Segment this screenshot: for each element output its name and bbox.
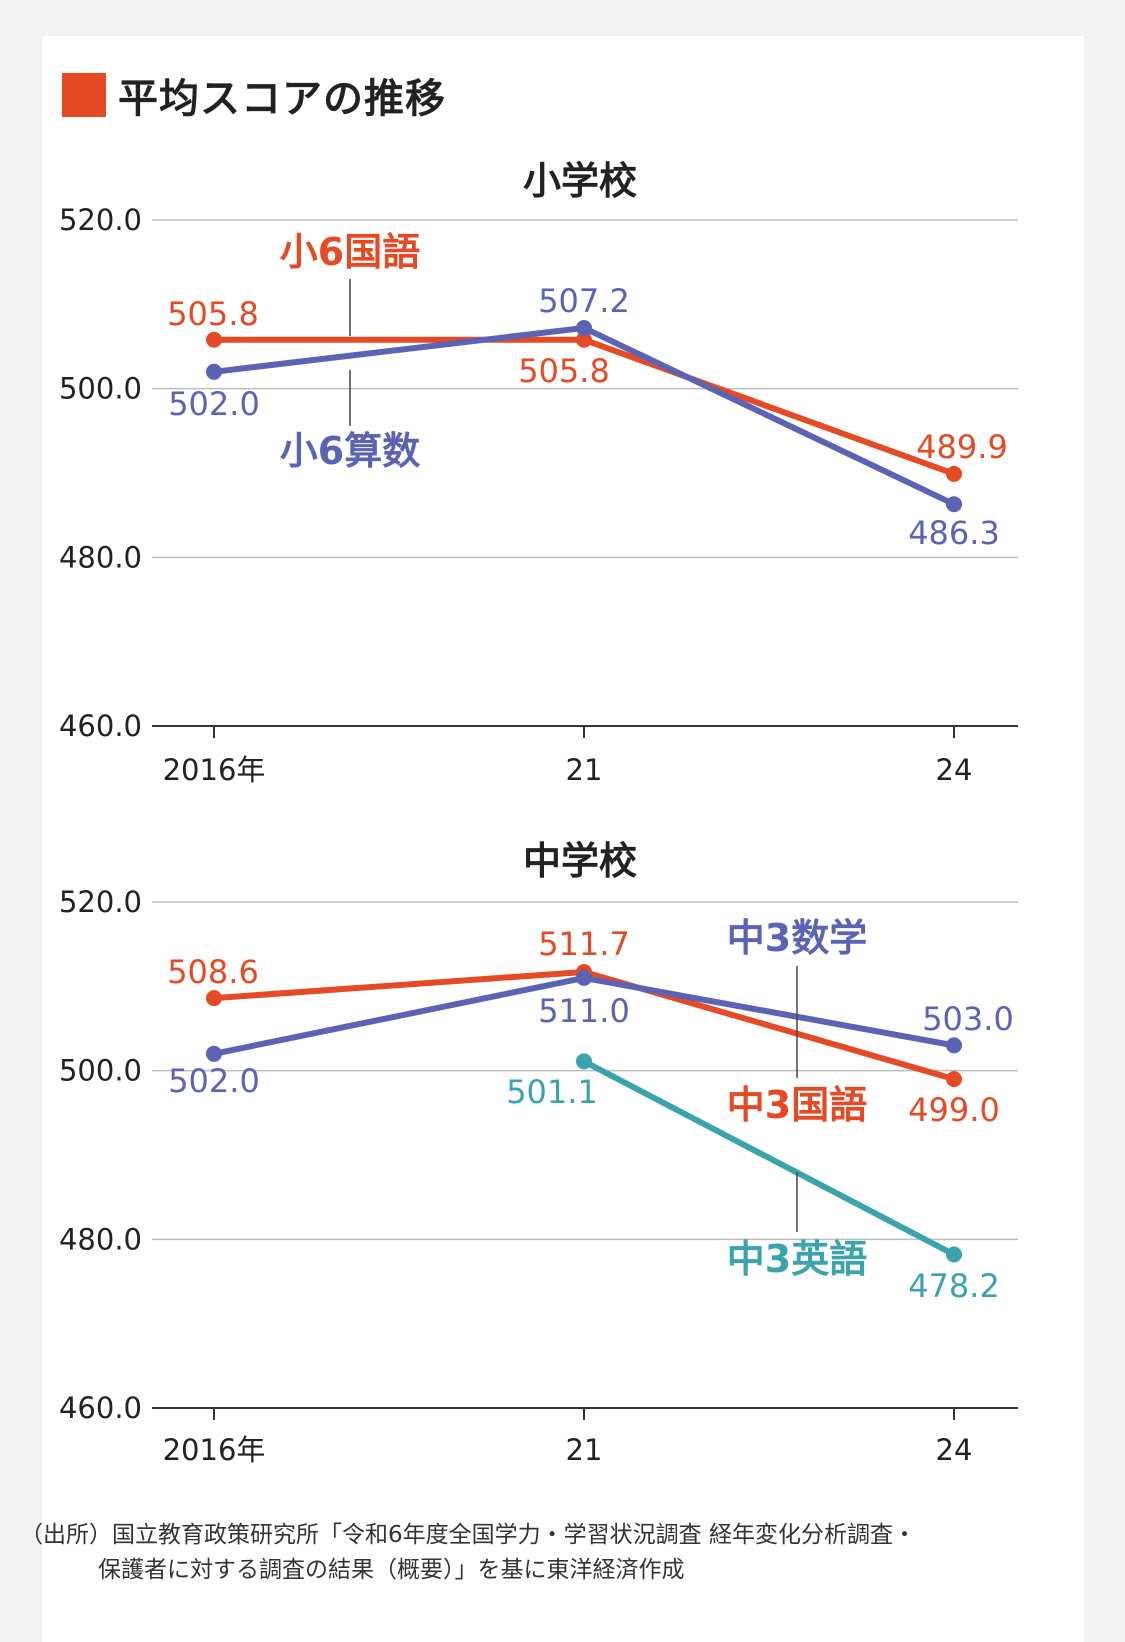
data-point-1-0-2 <box>946 1071 962 1088</box>
data-label-1-2-2: 478.2 <box>908 1267 1000 1305</box>
data-label-1-2-1: 501.1 <box>506 1073 598 1111</box>
data-label-1-1-2: 503.0 <box>922 1000 1014 1038</box>
y-tick-label-0-2: 480.0 <box>59 540 142 574</box>
data-label-0-1-2: 486.3 <box>908 514 1000 552</box>
source-line-2: 保護者に対する調査の結果（概要）」を基に東洋経済作成 <box>98 1557 685 1583</box>
data-label-1-0-0: 508.6 <box>167 953 259 991</box>
series-name-label-1-2: 中3英語 <box>727 1237 867 1281</box>
series-name-label-0-0: 小6国語 <box>280 230 420 274</box>
data-label-1-1-1: 511.0 <box>538 992 630 1030</box>
data-label-1-1-0: 502.0 <box>168 1062 260 1100</box>
data-point-0-1-2 <box>946 496 962 513</box>
y-tick-label-0-1: 500.0 <box>59 372 142 406</box>
source-note: （出所）国立教育政策研究所「令和6年度全国学力・学習状況調査 経年変化分析調査・… <box>20 1518 916 1588</box>
y-tick-label-1-2: 480.0 <box>59 1222 142 1256</box>
title-row: 平均スコアの推移 <box>62 72 446 122</box>
y-tick-label-0-0: 520.0 <box>59 203 142 237</box>
main-title: 平均スコアの推移 <box>118 76 446 122</box>
x-tick-label-0-2: 24 <box>936 753 973 787</box>
source-line-1: （出所）国立教育政策研究所「令和6年度全国学力・学習状況調査 経年変化分析調査・ <box>20 1522 916 1548</box>
data-label-0-1-1: 507.2 <box>538 282 630 320</box>
y-tick-label-0-3: 460.0 <box>59 709 142 743</box>
y-tick-label-1-1: 500.0 <box>59 1054 142 1088</box>
data-point-1-0-0 <box>206 990 222 1007</box>
series-name-label-0-1: 小6算数 <box>280 429 420 473</box>
y-tick-label-1-3: 460.0 <box>59 1391 142 1425</box>
chart-card: 平均スコアの推移 <box>42 36 1084 1642</box>
data-point-0-0-0 <box>206 331 222 348</box>
series-name-label-1-0: 中3国語 <box>727 1083 867 1127</box>
data-point-1-1-2 <box>946 1037 962 1054</box>
data-label-0-1-0: 502.0 <box>168 385 260 423</box>
data-point-1-2-2 <box>946 1246 962 1263</box>
data-point-0-1-1 <box>576 319 592 336</box>
data-point-0-1-0 <box>206 363 222 380</box>
x-tick-label-1-1: 21 <box>566 1433 603 1467</box>
data-label-1-0-2: 499.0 <box>908 1091 1000 1129</box>
x-tick-label-1-2: 24 <box>936 1433 973 1467</box>
data-point-1-2-1 <box>576 1053 592 1070</box>
x-tick-label-1-0: 2016年 <box>163 1433 266 1467</box>
series-name-label-1-1: 中3数学 <box>727 916 867 960</box>
title-marker-square <box>62 73 106 117</box>
data-point-1-1-0 <box>206 1045 222 1062</box>
y-tick-label-1-0: 520.0 <box>59 885 142 919</box>
data-point-0-0-1 <box>576 331 592 348</box>
data-point-1-1-1 <box>576 969 592 986</box>
data-label-0-0-1: 505.8 <box>518 352 610 390</box>
x-tick-label-0-0: 2016年 <box>163 753 266 787</box>
chart-title-0: 小学校 <box>523 159 637 203</box>
data-label-0-0-2: 489.9 <box>916 428 1008 466</box>
data-label-1-0-1: 511.7 <box>538 925 630 963</box>
data-label-0-0-0: 505.8 <box>167 295 259 333</box>
x-tick-label-0-1: 21 <box>566 753 603 787</box>
series-line-1-2 <box>581 1058 957 1258</box>
data-point-0-0-2 <box>946 465 962 482</box>
chart-title-1: 中学校 <box>523 839 637 883</box>
